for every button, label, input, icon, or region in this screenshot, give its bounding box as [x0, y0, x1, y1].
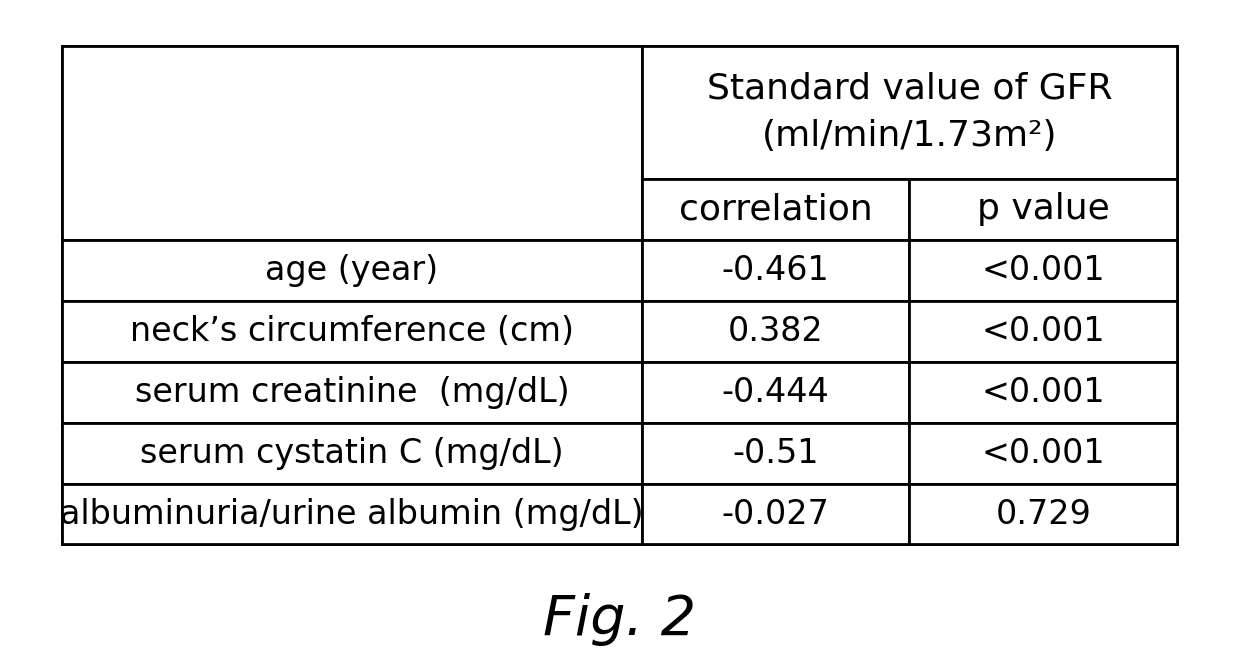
Text: age (year): age (year)	[265, 254, 439, 287]
Text: -0.461: -0.461	[722, 254, 829, 287]
Text: correlation: correlation	[679, 192, 872, 226]
Bar	[62, 240, 642, 300]
Bar	[642, 179, 909, 240]
Bar	[62, 483, 642, 544]
Bar	[62, 46, 1177, 544]
Text: <0.001: <0.001	[981, 437, 1105, 470]
Bar	[62, 422, 642, 483]
Bar	[642, 422, 909, 483]
Bar	[642, 240, 909, 300]
Text: <0.001: <0.001	[981, 315, 1105, 348]
Bar	[642, 483, 909, 544]
Bar	[62, 46, 642, 240]
Text: serum creatinine  (mg/dL): serum creatinine (mg/dL)	[135, 376, 569, 409]
Bar	[642, 300, 909, 361]
Text: <0.001: <0.001	[981, 254, 1105, 287]
Text: Standard value of GFR
(ml/min/1.73m²): Standard value of GFR (ml/min/1.73m²)	[706, 72, 1113, 153]
Text: 0.382: 0.382	[727, 315, 824, 348]
Bar	[909, 361, 1177, 422]
Text: -0.027: -0.027	[721, 497, 830, 531]
Text: <0.001: <0.001	[981, 376, 1105, 409]
Bar	[642, 361, 909, 422]
Text: -0.51: -0.51	[732, 437, 819, 470]
Bar	[62, 361, 642, 422]
Text: albuminuria/urine albumin (mg/dL): albuminuria/urine albumin (mg/dL)	[59, 497, 644, 531]
Bar	[642, 46, 1177, 179]
Bar	[909, 483, 1177, 544]
Bar	[62, 300, 642, 361]
Bar	[909, 240, 1177, 300]
Text: neck’s circumference (cm): neck’s circumference (cm)	[130, 315, 574, 348]
Text: Fig. 2: Fig. 2	[543, 594, 696, 646]
Text: -0.444: -0.444	[722, 376, 829, 409]
Bar	[909, 422, 1177, 483]
Text: serum cystatin C (mg/dL): serum cystatin C (mg/dL)	[140, 437, 564, 470]
Text: p value: p value	[976, 192, 1110, 226]
Text: 0.729: 0.729	[995, 497, 1092, 531]
Bar	[909, 179, 1177, 240]
Bar	[909, 300, 1177, 361]
